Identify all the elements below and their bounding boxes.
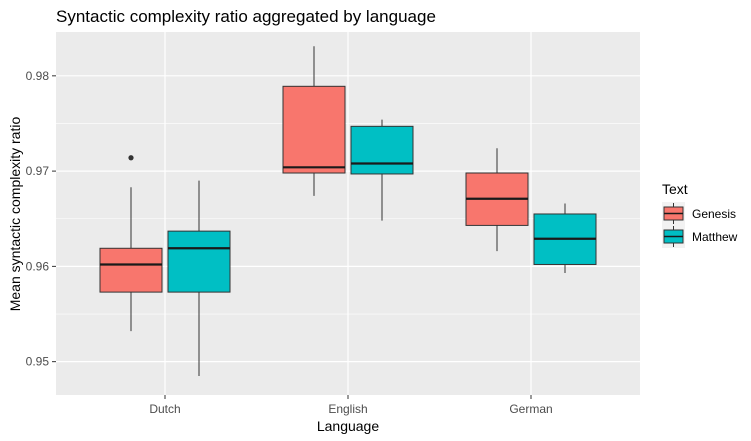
major-gridlines <box>56 32 640 395</box>
x-tick-label: English <box>328 402 367 416</box>
y-tick-label: 0.96 <box>26 259 50 273</box>
x-tick-label: German <box>509 402 552 416</box>
y-tick-label: 0.98 <box>26 69 50 83</box>
box-body <box>167 230 231 293</box>
x-axis-title: Language <box>317 418 380 434</box>
legend-item-genesis: Genesis <box>662 202 736 225</box>
box-group <box>99 46 597 376</box>
box-genesis-english <box>282 46 346 196</box>
box-genesis-dutch <box>99 155 163 332</box>
legend-label: Genesis <box>692 207 736 221</box>
chart-title: Syntactic complexity ratio aggregated by… <box>56 7 436 26</box>
legend-item-matthew: Matthew <box>662 225 738 248</box>
y-tick-label: 0.97 <box>26 164 50 178</box>
y-axis: 0.95 0.96 0.97 0.98 <box>26 69 56 369</box>
legend-label: Matthew <box>692 230 738 244</box>
outlier-point <box>128 155 134 161</box>
x-axis: Dutch English German <box>149 395 553 416</box>
box-matthew-german <box>533 203 597 274</box>
box-matthew-dutch <box>167 180 231 376</box>
box-matthew-english <box>350 119 414 221</box>
y-tick-label: 0.95 <box>26 355 50 369</box>
box-body <box>282 85 346 174</box>
box-body <box>99 247 163 293</box>
y-axis-title: Mean syntactic complexity ratio <box>7 117 23 312</box>
legend: Text Genesis Matthew <box>662 181 738 248</box>
legend-title: Text <box>662 181 688 197</box>
box-genesis-german <box>465 148 529 252</box>
box-body <box>350 125 414 175</box>
x-tick-label: Dutch <box>149 402 180 416</box>
